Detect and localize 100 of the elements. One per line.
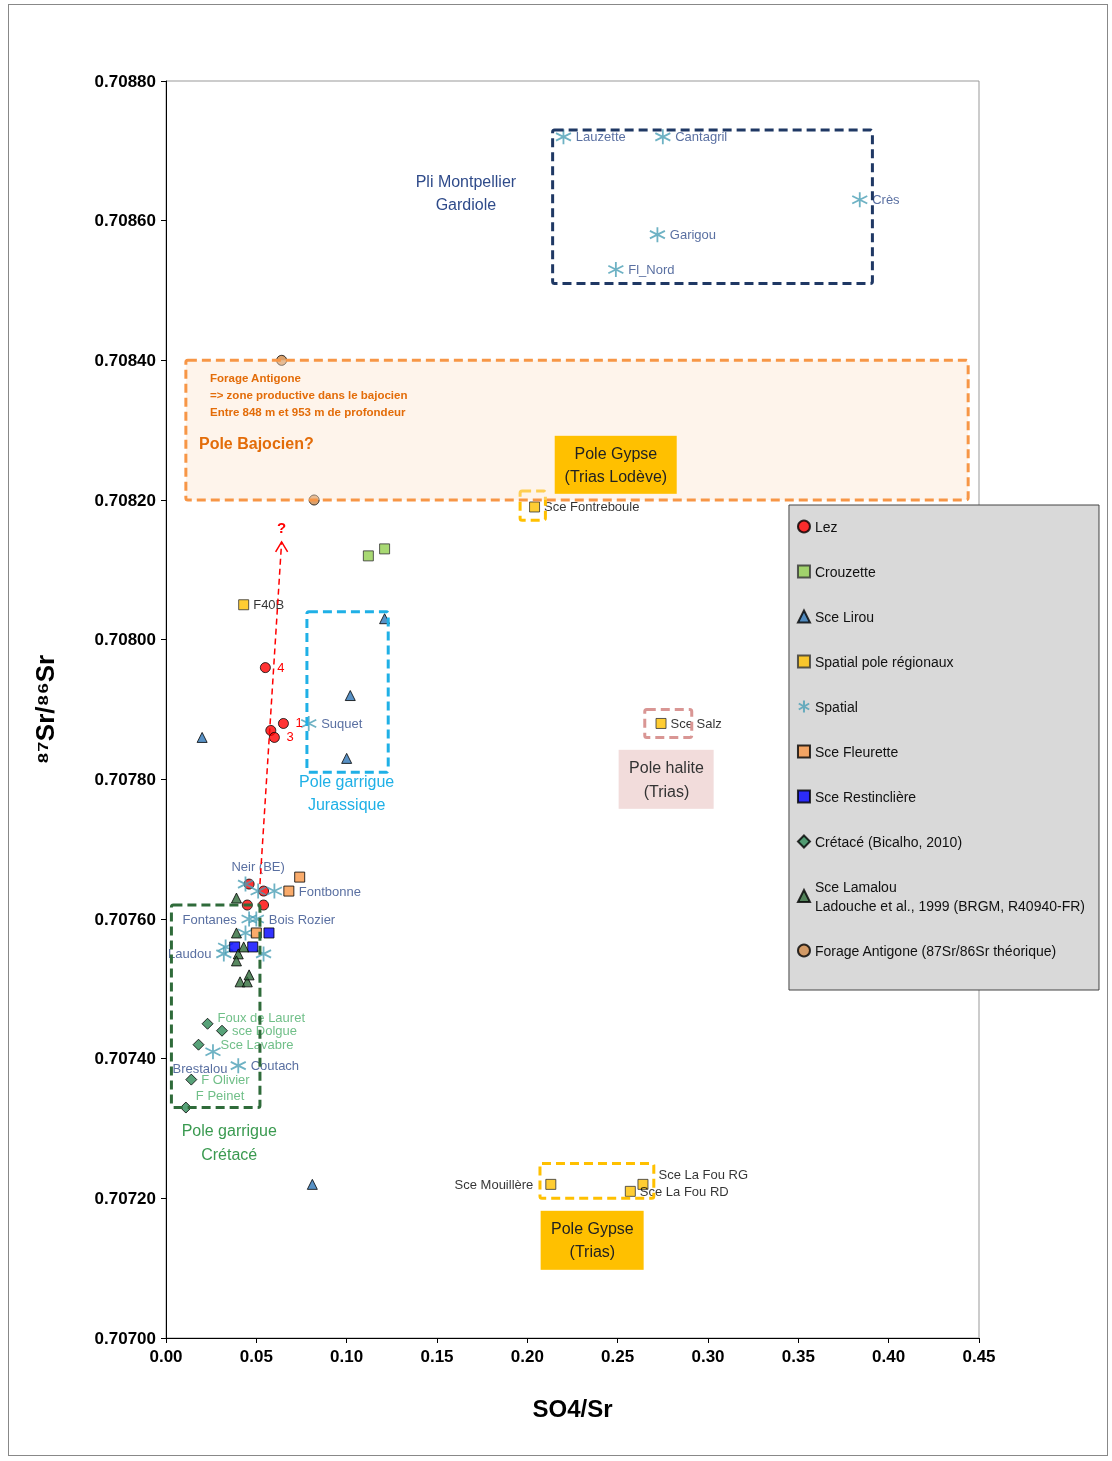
annotation: 1 <box>295 714 303 733</box>
legend-label: Crouzette <box>814 563 876 580</box>
data-label: Sce La Fou RG <box>658 1166 749 1182</box>
data-label: Sce Lavabre <box>220 1037 294 1053</box>
x-tick-label: 0.10 <box>330 1347 364 1366</box>
annotation: Pole garrigue Crétacé <box>181 1121 277 1165</box>
point <box>276 354 288 366</box>
legend-label: Sce Lamalou Ladouche et al., 1999 (BRGM, R40940-FR) <box>814 878 1085 914</box>
data-label: Cantagril <box>675 129 728 145</box>
point <box>283 885 295 897</box>
point <box>851 191 869 209</box>
y-tick-label: 0.70720 <box>94 1188 156 1208</box>
data-label: Bois Rozier <box>268 911 336 927</box>
point <box>237 924 254 942</box>
point <box>258 899 270 911</box>
point <box>204 1043 222 1061</box>
x-tick-label: 0.15 <box>420 1347 454 1366</box>
annotation: ? <box>277 518 287 539</box>
point <box>268 731 280 743</box>
point <box>238 941 250 953</box>
annotation: Pole Gypse (Trias) <box>541 1211 644 1270</box>
y-tick-label: 0.70780 <box>94 769 156 789</box>
point <box>341 752 353 764</box>
legend-label: Spatial pole régionaux <box>814 653 954 670</box>
legend-label: Lez <box>814 518 838 535</box>
x-tick-label: 0.00 <box>149 1347 183 1366</box>
y-tick-label: 0.70860 <box>94 211 156 231</box>
annotation: Forage Antigone => zone productive dans le bajocien Entre 848 m et 953 m de profondeur <box>209 371 408 420</box>
point <box>247 941 259 953</box>
legend-label: Sce Restinclière <box>814 788 917 805</box>
y-tick-label: 0.70740 <box>94 1049 156 1069</box>
data-label: Lauzette <box>575 129 626 145</box>
y-tick-label: 0.70880 <box>94 71 156 91</box>
data-label: F Peinet <box>195 1088 245 1104</box>
point <box>607 261 625 278</box>
data-label: F Olivier <box>201 1072 251 1088</box>
data-label: Sce Fontreboule <box>544 499 640 515</box>
x-tick-label: 0.25 <box>601 1347 635 1366</box>
point <box>654 128 672 146</box>
annotation: Pli Montpellier Gardiole <box>415 171 517 215</box>
point <box>192 1038 205 1051</box>
data-label: F40B <box>253 597 285 613</box>
annotation: 4 <box>277 658 285 677</box>
point <box>300 715 318 732</box>
data-label: Crès <box>872 192 901 208</box>
point <box>255 945 272 963</box>
point <box>201 1017 214 1030</box>
point <box>263 927 275 939</box>
annotation: Pole Bajocien? <box>198 434 314 455</box>
data-label: Fontanes <box>182 911 238 927</box>
y-tick-label: 0.70820 <box>94 490 156 510</box>
data-label: Suquet <box>321 715 363 731</box>
y-tick-label: 0.70800 <box>94 630 156 650</box>
data-label: Neir (BE) <box>231 858 285 874</box>
legend-label: Forage Antigone (87Sr/86Sr théorique) <box>814 942 1057 959</box>
point <box>362 550 374 562</box>
data-label: Garigou <box>669 227 717 243</box>
y-axis-title: ⁸⁷Sr/⁸⁶Sr <box>30 654 60 765</box>
y-tick-label: 0.70700 <box>94 1328 156 1348</box>
annotation: Pole garrigue Jurassique <box>299 772 395 816</box>
legend-label: Sce Lirou <box>814 608 875 625</box>
point <box>237 875 254 893</box>
point <box>243 969 255 981</box>
x-axis-title: SO4/Sr <box>532 1394 613 1422</box>
point <box>655 717 667 729</box>
data-label: Laudou <box>168 946 212 962</box>
x-tick-label: 0.30 <box>691 1347 725 1366</box>
point <box>230 892 242 904</box>
data-label: Coutach <box>250 1058 300 1074</box>
annotation: Pole halite (Trias) <box>619 750 714 809</box>
point <box>266 882 283 900</box>
y-tick-label: 0.70840 <box>94 350 156 370</box>
point <box>230 927 242 939</box>
point <box>229 1057 247 1075</box>
annotation: 3 <box>286 728 294 746</box>
x-tick-label: 0.35 <box>781 1347 815 1366</box>
point <box>545 1178 557 1190</box>
point <box>259 662 271 674</box>
data-label: Fl_Nord <box>628 262 675 278</box>
point <box>649 226 666 244</box>
point <box>344 690 356 702</box>
x-tick-label: 0.20 <box>510 1347 544 1366</box>
point <box>249 882 267 900</box>
point <box>555 128 572 146</box>
point <box>216 1024 229 1037</box>
data-label: Fontbonne <box>298 883 361 899</box>
legend-label: Crétacé (Bicalho, 2010) <box>814 833 963 850</box>
point <box>277 717 289 729</box>
point <box>185 1073 198 1086</box>
point <box>196 731 208 743</box>
x-tick-label: 0.40 <box>872 1347 906 1366</box>
annotation: Pole Gypse (Trias Lodève) <box>554 435 678 495</box>
data-label: sce Dolgue <box>232 1023 298 1039</box>
point <box>215 945 233 963</box>
y-tick-label: 0.70760 <box>94 909 156 929</box>
legend-label: Spatial <box>814 698 858 715</box>
point <box>238 599 250 611</box>
point <box>294 871 306 883</box>
legend-label: Sce Fleurette <box>814 743 899 760</box>
point <box>379 543 391 555</box>
